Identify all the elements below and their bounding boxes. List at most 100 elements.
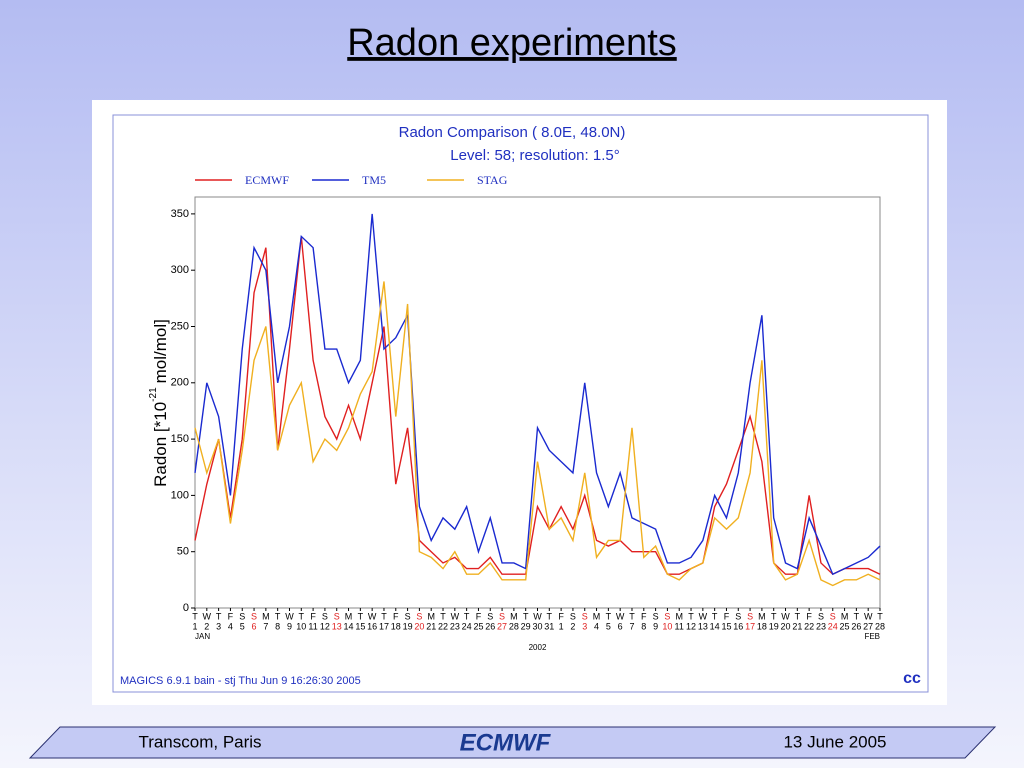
weekday-label: M bbox=[841, 611, 849, 621]
legend-label: STAG bbox=[477, 173, 508, 187]
weekday-label: W bbox=[203, 611, 212, 621]
weekday-label: W bbox=[699, 611, 708, 621]
weekday-label: W bbox=[864, 611, 873, 621]
day-label: 9 bbox=[653, 621, 658, 631]
weekday-label: T bbox=[877, 611, 883, 621]
day-label: 23 bbox=[450, 621, 460, 631]
day-label: 15 bbox=[355, 621, 365, 631]
weekday-label: T bbox=[381, 611, 387, 621]
y-label-unit: mol/mol] bbox=[151, 319, 170, 383]
weekday-label: W bbox=[533, 611, 542, 621]
day-label: 6 bbox=[252, 621, 257, 631]
month-label: FEB bbox=[864, 632, 880, 641]
weekday-label: T bbox=[275, 611, 281, 621]
weekday-label: F bbox=[476, 611, 482, 621]
weekday-label: S bbox=[747, 611, 753, 621]
day-label: 3 bbox=[216, 621, 221, 631]
weekday-label: S bbox=[653, 611, 659, 621]
weekday-label: T bbox=[547, 611, 553, 621]
y-tick-label: 350 bbox=[171, 208, 189, 220]
series-line bbox=[194, 236, 881, 576]
day-label: 8 bbox=[275, 621, 280, 631]
weekday-label: T bbox=[440, 611, 446, 621]
weekday-label: T bbox=[299, 611, 305, 621]
y-label-main: Radon [*10 bbox=[151, 402, 170, 487]
year-label: 2002 bbox=[529, 643, 547, 652]
day-label: 18 bbox=[391, 621, 401, 631]
day-label: 19 bbox=[769, 621, 779, 631]
y-tick-label: 300 bbox=[171, 264, 189, 276]
weekday-label: W bbox=[781, 611, 790, 621]
y-tick-label: 100 bbox=[171, 489, 189, 501]
weekday-label: M bbox=[758, 611, 766, 621]
series-line bbox=[194, 213, 881, 576]
day-label: 11 bbox=[675, 621, 684, 631]
weekday-label: M bbox=[345, 611, 353, 621]
day-label: 25 bbox=[473, 621, 483, 631]
y-tick-label: 0 bbox=[183, 602, 189, 614]
day-label: 21 bbox=[792, 621, 802, 631]
y-tick-label: 50 bbox=[177, 546, 189, 558]
day-label: 16 bbox=[733, 621, 743, 631]
footer-right: 13 June 2005 bbox=[783, 732, 886, 751]
weekday-label: T bbox=[771, 611, 777, 621]
weekday-label: T bbox=[795, 611, 801, 621]
weekday-label: S bbox=[239, 611, 245, 621]
day-label: 14 bbox=[710, 621, 720, 631]
weekday-label: S bbox=[405, 611, 411, 621]
day-label: 25 bbox=[840, 621, 850, 631]
day-label: 5 bbox=[240, 621, 245, 631]
weekday-label: S bbox=[818, 611, 824, 621]
ecmwf-icon: cc bbox=[903, 670, 921, 687]
y-axis-label: Radon [*10-21 mol/mol] bbox=[148, 319, 171, 487]
weekday-label: W bbox=[285, 611, 294, 621]
chart-title: Radon Comparison ( 8.0E, 48.0N) bbox=[399, 124, 626, 141]
weekday-label: M bbox=[593, 611, 601, 621]
weekday-label: W bbox=[451, 611, 460, 621]
day-label: 8 bbox=[641, 621, 646, 631]
day-label: 7 bbox=[263, 621, 268, 631]
y-tick-label: 200 bbox=[171, 377, 189, 389]
day-label: 12 bbox=[320, 621, 330, 631]
day-label: 23 bbox=[816, 621, 826, 631]
weekday-label: T bbox=[712, 611, 718, 621]
weekday-label: T bbox=[629, 611, 635, 621]
footnote: MAGICS 6.9.1 bain - stj Thu Jun 9 16:26:… bbox=[120, 675, 361, 687]
weekday-label: T bbox=[192, 611, 198, 621]
y-tick-label: 150 bbox=[171, 433, 189, 445]
weekday-label: T bbox=[523, 611, 529, 621]
footer-bar bbox=[28, 726, 997, 759]
day-label: 11 bbox=[308, 621, 317, 631]
day-label: 30 bbox=[532, 621, 542, 631]
weekday-label: F bbox=[641, 611, 647, 621]
day-label: 17 bbox=[745, 621, 755, 631]
day-label: 17 bbox=[379, 621, 389, 631]
day-label: 24 bbox=[828, 621, 838, 631]
logo: ECMWF bbox=[460, 729, 552, 756]
day-label: 9 bbox=[287, 621, 292, 631]
day-label: 16 bbox=[367, 621, 377, 631]
day-label: 20 bbox=[414, 621, 424, 631]
day-label: 20 bbox=[781, 621, 791, 631]
y-label-exponent: -21 bbox=[148, 387, 159, 402]
day-label: 10 bbox=[662, 621, 672, 631]
weekday-label: F bbox=[558, 611, 564, 621]
day-label: 26 bbox=[485, 621, 495, 631]
weekday-label: M bbox=[510, 611, 518, 621]
weekday-label: T bbox=[464, 611, 470, 621]
weekday-label: F bbox=[806, 611, 812, 621]
day-label: 4 bbox=[594, 621, 599, 631]
weekday-label: S bbox=[664, 611, 670, 621]
day-label: 13 bbox=[698, 621, 708, 631]
day-label: 13 bbox=[332, 621, 342, 631]
chart-panel bbox=[92, 100, 947, 705]
weekday-label: S bbox=[499, 611, 505, 621]
weekday-label: S bbox=[830, 611, 836, 621]
day-label: 18 bbox=[757, 621, 767, 631]
day-label: 28 bbox=[875, 621, 885, 631]
day-label: 26 bbox=[851, 621, 861, 631]
weekday-label: T bbox=[606, 611, 612, 621]
weekday-label: S bbox=[334, 611, 340, 621]
